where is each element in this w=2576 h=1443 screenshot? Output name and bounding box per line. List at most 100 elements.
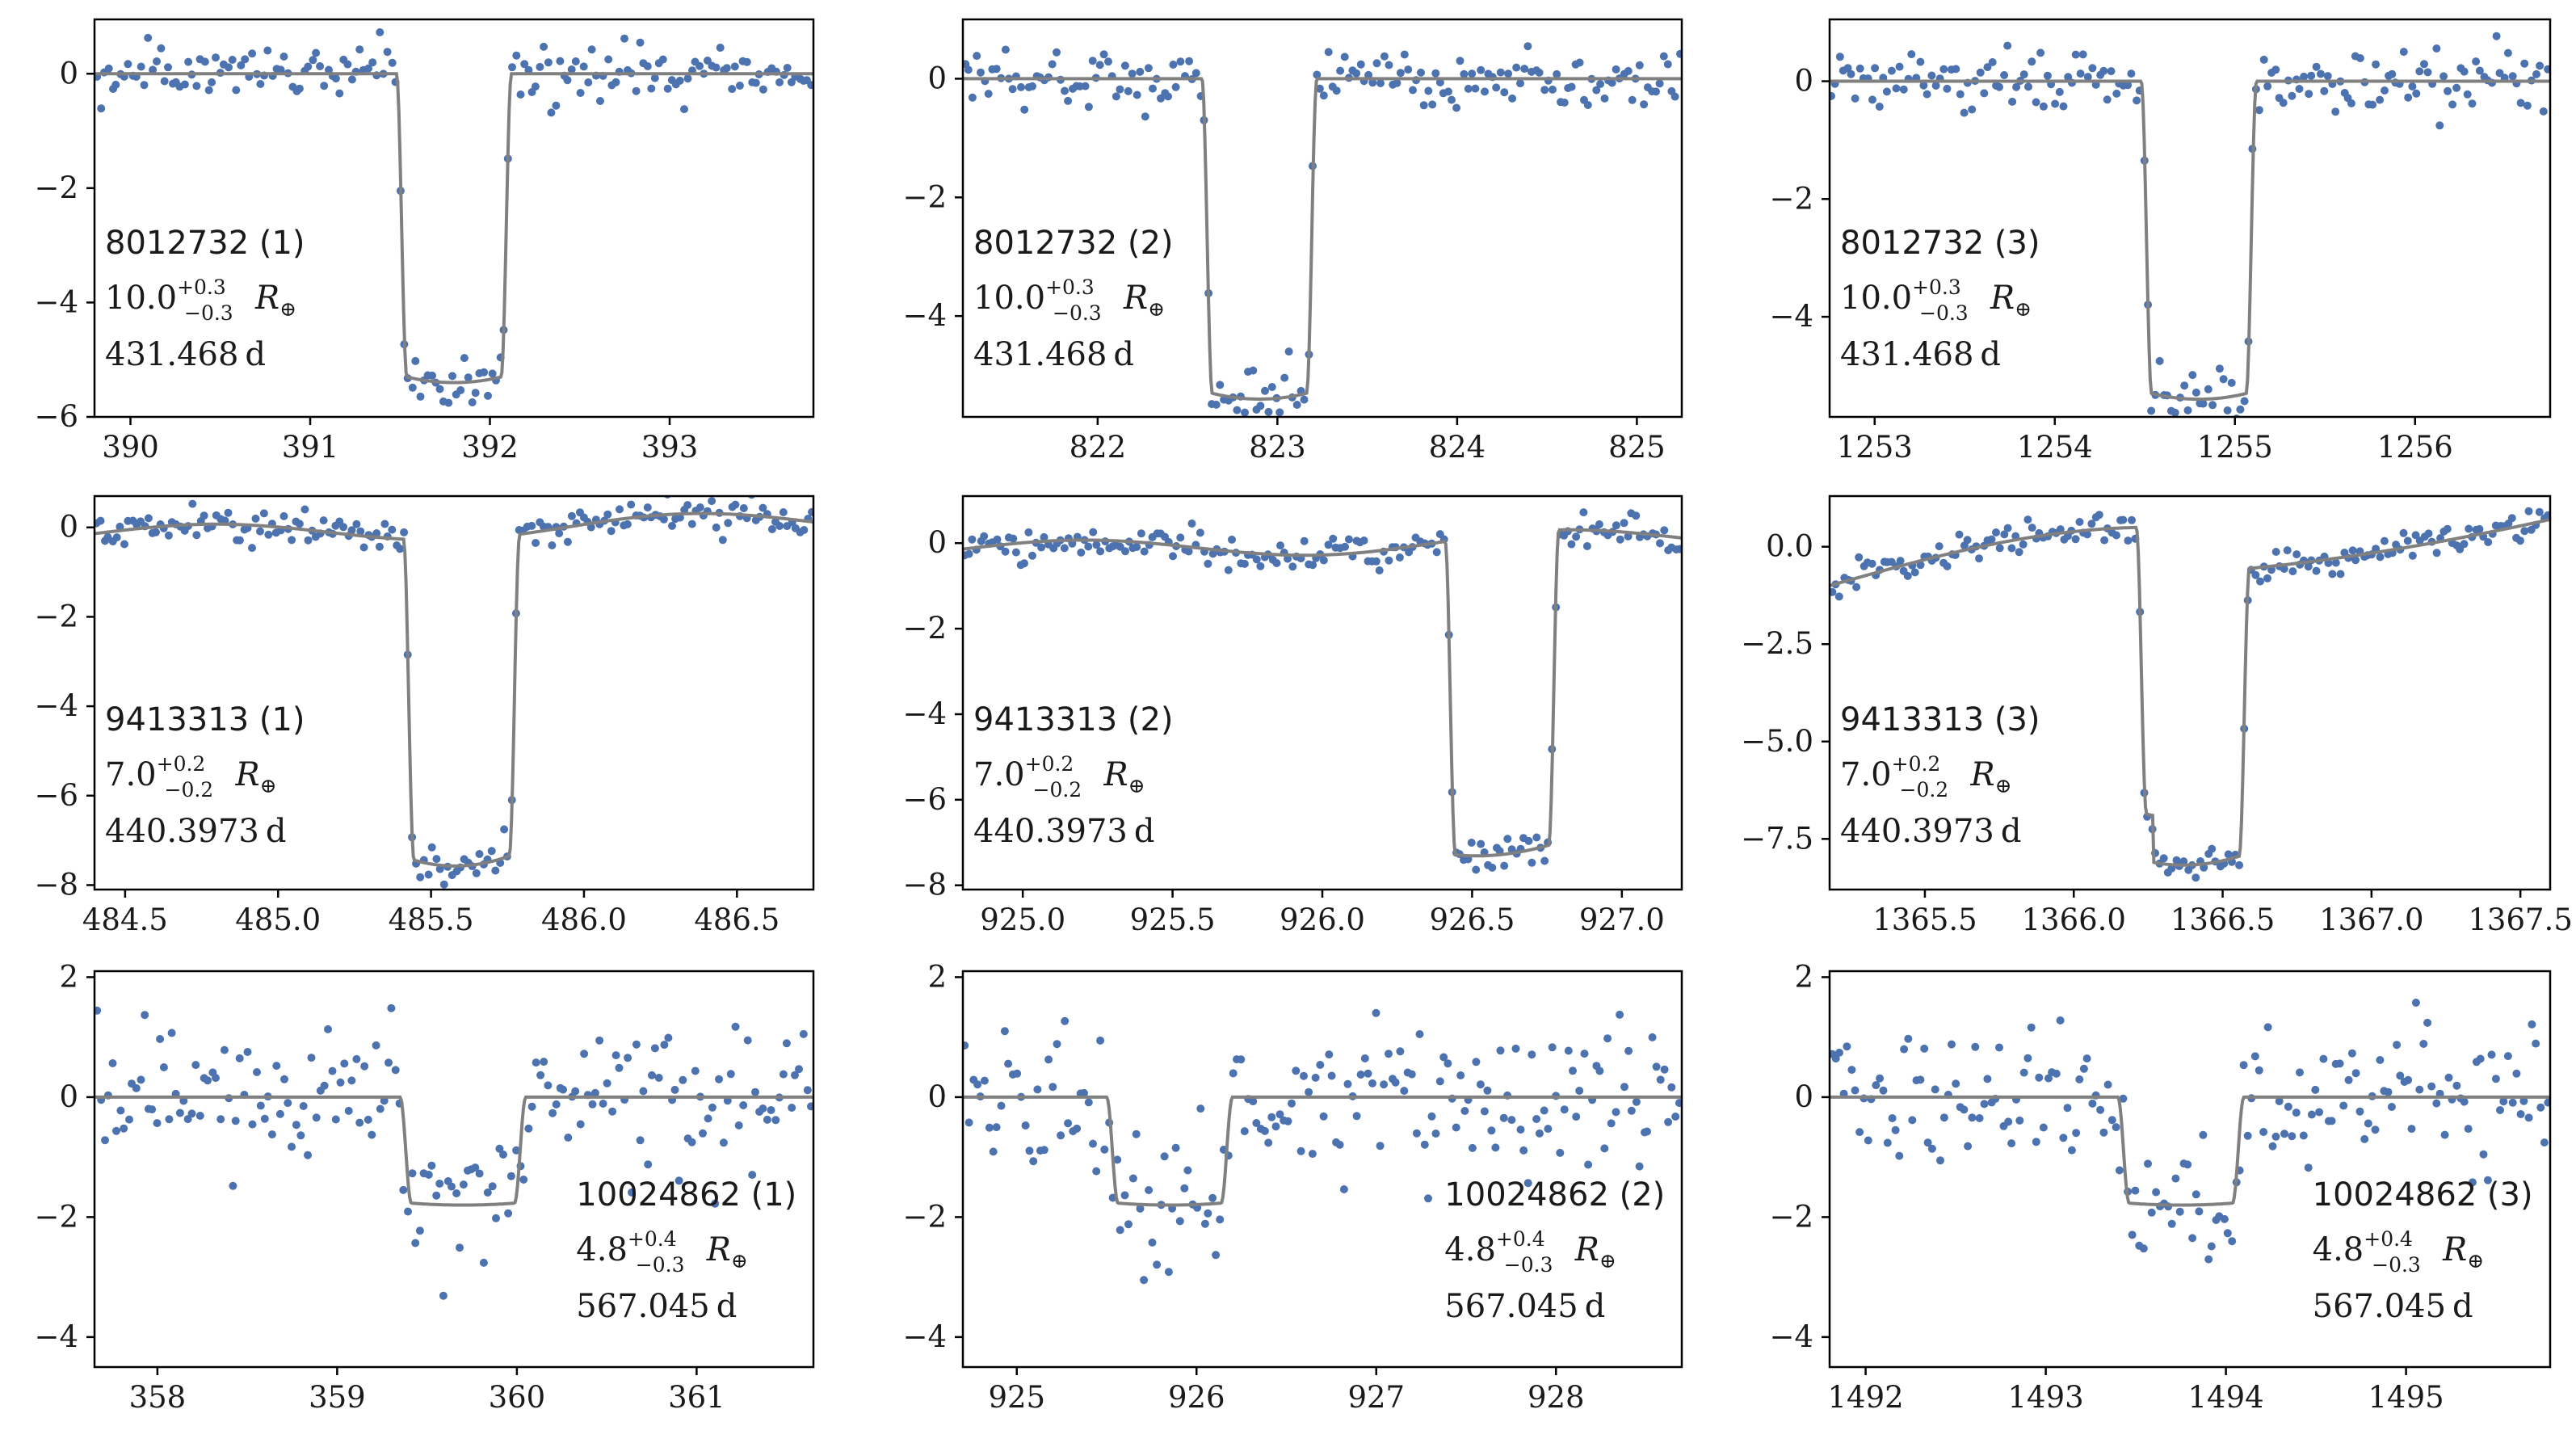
data-point — [312, 48, 321, 57]
data-point — [1305, 1088, 1313, 1096]
data-point — [1472, 1058, 1481, 1066]
data-point — [716, 44, 725, 52]
radius-symbol: R — [1990, 280, 2015, 317]
data-point — [1121, 547, 1129, 556]
data-point — [1916, 561, 1925, 570]
kic-label: 8012732 (2) — [973, 225, 1174, 262]
data-point — [2082, 1054, 2091, 1063]
data-point — [391, 1066, 400, 1075]
data-point — [2435, 121, 2444, 130]
data-point — [179, 1096, 188, 1105]
data-point — [1612, 521, 1620, 530]
data-point — [159, 1063, 168, 1071]
data-point — [1477, 65, 1486, 74]
data-point — [2408, 551, 2417, 560]
data-point — [2043, 71, 2052, 80]
data-point — [1612, 65, 1620, 74]
data-point — [1272, 559, 1281, 567]
y-tick-label: −2 — [34, 1199, 78, 1234]
data-point — [977, 68, 985, 77]
data-point — [355, 45, 364, 54]
data-point — [347, 1076, 356, 1085]
radius-label: 4.8+0.4 −0.3 R⊕ — [1444, 1227, 1616, 1277]
data-point — [620, 34, 628, 43]
data-point — [520, 60, 529, 69]
data-point — [344, 1106, 353, 1115]
data-point — [643, 62, 652, 70]
data-point — [2452, 83, 2461, 92]
data-point — [2412, 89, 2421, 98]
data-point — [1124, 86, 1133, 95]
data-point — [464, 373, 473, 382]
y-tick-label: −8 — [34, 867, 78, 902]
data-point — [2107, 67, 2116, 76]
data-point — [584, 78, 593, 86]
data-point — [2015, 1116, 2024, 1125]
data-point — [492, 1214, 500, 1222]
data-point — [267, 1130, 276, 1139]
data-point — [2112, 89, 2121, 98]
data-point — [2432, 1099, 2441, 1108]
data-point — [137, 62, 145, 71]
period-label: 440.3973 d — [1840, 813, 2021, 850]
data-point — [993, 535, 1002, 544]
radius-label: 7.0+0.2 −0.2 R⊕ — [973, 752, 1145, 801]
data-point — [775, 78, 784, 86]
data-point — [1000, 1027, 1009, 1036]
data-point — [1145, 1186, 1154, 1194]
data-point — [1233, 406, 1242, 414]
data-point — [1249, 1097, 1258, 1106]
earth-symbol: ⊕ — [1128, 774, 1145, 797]
data-point — [376, 1104, 385, 1113]
data-point — [2019, 540, 2028, 549]
data-point — [1496, 68, 1505, 77]
data-point — [224, 508, 233, 517]
data-point — [1676, 49, 1682, 58]
data-point — [1648, 1033, 1657, 1041]
data-point — [2399, 48, 2408, 57]
data-point — [1149, 84, 1157, 93]
data-point — [1057, 1131, 1065, 1140]
data-point — [1519, 1146, 1528, 1155]
data-point — [1575, 58, 1584, 67]
data-point — [396, 545, 405, 553]
y-tick-label: −2 — [34, 170, 78, 205]
data-point — [2536, 1103, 2545, 1112]
data-point — [1372, 557, 1380, 566]
data-point — [1980, 1100, 1989, 1109]
data-point — [742, 57, 751, 66]
data-point — [800, 526, 809, 534]
data-point — [2207, 1242, 2216, 1251]
data-point — [2539, 107, 2548, 116]
data-point — [512, 51, 521, 60]
data-point — [1417, 68, 1425, 77]
data-point — [137, 1075, 145, 1084]
period-unit: d — [266, 813, 287, 850]
data-point — [1340, 53, 1349, 61]
x-tick-label: 1254 — [2017, 430, 2093, 465]
data-point — [1983, 63, 1992, 72]
data-point — [751, 78, 760, 87]
data-point — [2411, 999, 2420, 1007]
data-point — [1524, 836, 1533, 845]
data-point — [1053, 48, 1061, 57]
radius-symbol: R — [254, 280, 279, 317]
data-point — [112, 533, 121, 542]
data-point — [2492, 32, 2501, 40]
data-point — [1975, 554, 1983, 563]
data-point — [2119, 1094, 2128, 1103]
data-point — [428, 371, 436, 380]
data-point — [2071, 50, 2080, 59]
y-tick-label: −2 — [34, 599, 78, 633]
data-point — [1567, 82, 1576, 91]
data-point — [1284, 554, 1292, 563]
data-point — [779, 1070, 788, 1079]
data-point — [1352, 69, 1361, 78]
data-point — [2127, 69, 2136, 78]
data-point — [567, 65, 576, 74]
data-point — [1664, 1117, 1673, 1126]
data-point — [1017, 82, 1025, 91]
data-point — [1316, 1061, 1325, 1069]
data-point — [1252, 1119, 1261, 1127]
data-point — [548, 1109, 557, 1117]
